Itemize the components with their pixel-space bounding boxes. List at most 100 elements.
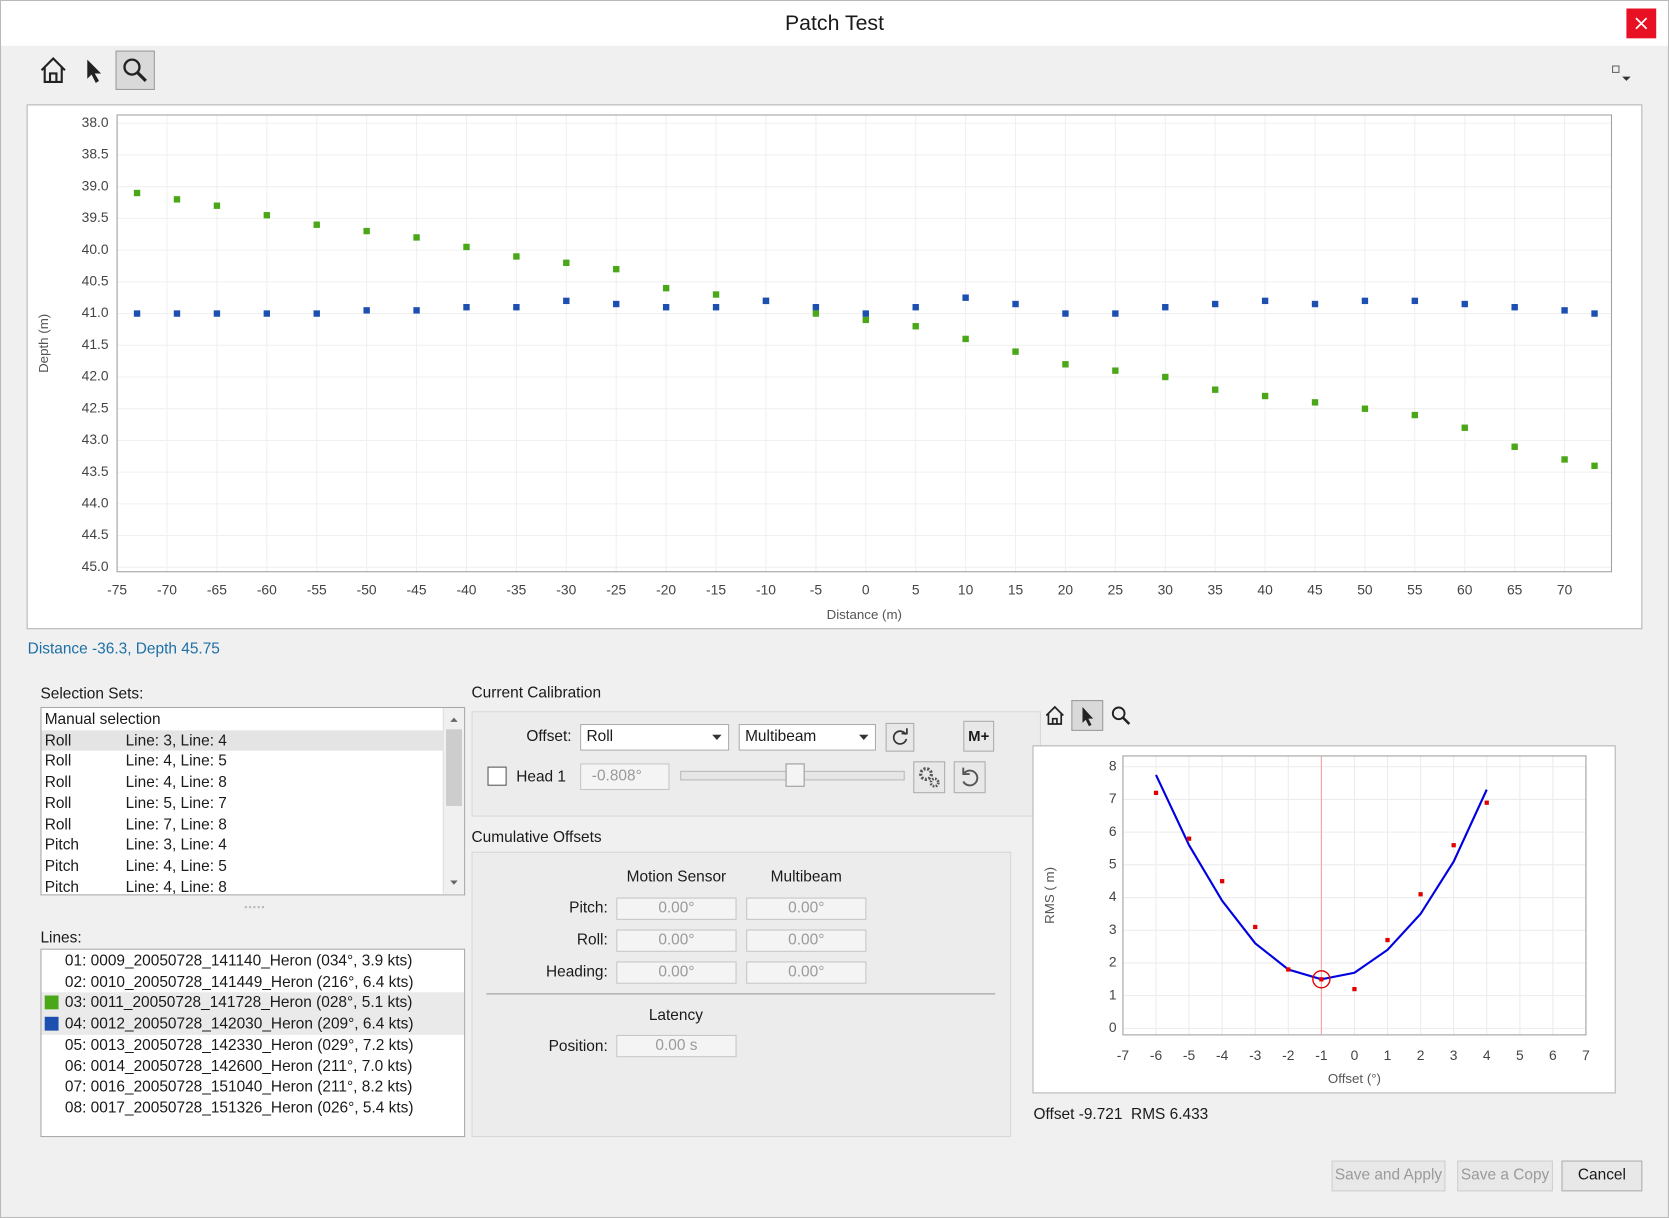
rms-home-button[interactable]	[1045, 705, 1064, 725]
x-tick-label: 20	[1058, 582, 1074, 598]
line-row[interactable]: 06: 0014_20050728_142600_Heron (211°, 7.…	[42, 1056, 465, 1077]
selection-type: Roll	[44, 816, 72, 834]
sensor-combo[interactable]: Multibeam	[738, 723, 877, 751]
x-tick-label: -5	[810, 582, 823, 598]
y-tick-label: 0	[1109, 1019, 1117, 1035]
data-point	[1591, 310, 1598, 317]
line-row[interactable]: 08: 0017_20050728_151326_Heron (026°, 5.…	[42, 1098, 465, 1119]
head-checkbox[interactable]	[487, 766, 507, 786]
selection-row[interactable]: Roll Line: 7, Line: 8	[42, 814, 444, 835]
rms-pointer-icon	[1082, 706, 1094, 727]
data-point	[1062, 310, 1069, 317]
y-tick-label: 42.0	[82, 368, 109, 384]
data-point	[1461, 424, 1468, 431]
y-tick-label: 3	[1109, 921, 1117, 937]
data-point	[1451, 843, 1456, 848]
line-row[interactable]: 05: 0013_20050728_142330_Heron (029°, 7.…	[42, 1035, 465, 1056]
pointer-button[interactable]	[87, 59, 102, 84]
x-tick-label: -40	[456, 582, 476, 598]
x-tick-label: -70	[157, 582, 177, 598]
rms-toolbar	[1045, 700, 1131, 731]
x-tick-label: -30	[556, 582, 576, 598]
y-tick-label: 7	[1109, 790, 1117, 806]
x-tick-label: -15	[706, 582, 726, 598]
data-point	[1411, 297, 1419, 305]
line-row[interactable]: 04: 0012_20050728_142030_Heron (209°, 6.…	[41, 1013, 465, 1035]
data-point	[313, 221, 320, 228]
save-copy-button[interactable]: Save a Copy	[1457, 1160, 1553, 1192]
x-tick-label: 0	[1351, 1047, 1359, 1063]
x-tick-label: 7	[1582, 1047, 1590, 1063]
data-point	[762, 297, 770, 305]
data-point	[413, 234, 420, 241]
home-button[interactable]	[40, 57, 66, 84]
data-point	[962, 335, 969, 343]
data-point	[862, 316, 869, 324]
offset-field: 0.00°	[746, 961, 867, 984]
line-row[interactable]: 03: 0011_20050728_141728_Heron (028°, 5.…	[41, 992, 465, 1014]
selection-row[interactable]: Roll Line: 4, Line: 8	[42, 772, 444, 793]
line-row[interactable]: 07: 0016_20050728_151040_Heron (211°, 8.…	[42, 1077, 465, 1098]
rms-status: Offset -9.721 RMS 6.433	[1033, 1106, 1209, 1124]
data-point	[463, 243, 470, 251]
x-tick-label: 60	[1457, 582, 1473, 598]
selection-row[interactable]: Manual selection	[42, 709, 444, 730]
settings-button[interactable]	[913, 761, 946, 794]
x-tick-label: -3	[1249, 1047, 1262, 1063]
offset-type-combo[interactable]: Roll	[580, 723, 730, 751]
toolbar-menu[interactable]	[1607, 64, 1639, 90]
offset-field: 0.00°	[746, 929, 867, 952]
y-tick-label: 39.0	[82, 177, 109, 193]
data-point	[1261, 392, 1269, 400]
x-tick-label: 15	[1008, 582, 1024, 598]
selection-row[interactable]: Pitch Line: 4, Line: 8	[42, 877, 444, 894]
scrollbar[interactable]	[442, 708, 465, 895]
cancel-button[interactable]: Cancel	[1561, 1160, 1643, 1192]
x-tick-label: 70	[1557, 582, 1573, 598]
rms-zoom-button[interactable]	[1111, 706, 1131, 725]
selection-type: Manual selection	[44, 711, 161, 729]
y-tick-label: 1	[1109, 986, 1117, 1002]
reset-button[interactable]	[953, 761, 986, 794]
x-tick-label: 0	[862, 582, 870, 598]
mplus-button[interactable]: M+	[963, 720, 995, 752]
data-point	[1012, 348, 1019, 355]
position-field: 0.00 s	[616, 1034, 737, 1058]
y-tick-label: 43.0	[82, 431, 109, 447]
line-row[interactable]: 01: 0009_20050728_141140_Heron (034°, 3.…	[42, 951, 465, 972]
x-tick-label: -5	[1183, 1047, 1196, 1063]
selection-row[interactable]: Pitch Line: 3, Line: 4	[42, 835, 444, 856]
data-point	[1162, 304, 1169, 311]
data-point	[613, 300, 620, 308]
data-point	[1461, 300, 1468, 308]
data-point	[1112, 310, 1119, 317]
selection-lines: Line: 4, Line: 8	[125, 774, 227, 792]
rms-pointer-button[interactable]	[1071, 700, 1104, 731]
selection-sets-list[interactable]: Manual selection Roll Line: 3, Line: 4 Roll…	[40, 706, 466, 896]
y-tick-label: 38.0	[82, 114, 109, 130]
x-tick-label: 3	[1450, 1047, 1458, 1063]
selection-row[interactable]: Pitch Line: 4, Line: 5	[42, 856, 444, 877]
data-point	[812, 304, 820, 311]
x-tick-label: 40	[1257, 582, 1273, 598]
data-point	[263, 212, 271, 219]
lines-list[interactable]: 01: 0009_20050728_141140_Heron (034°, 3.…	[40, 948, 466, 1138]
refresh-button[interactable]	[885, 722, 915, 752]
splitter[interactable]	[244, 906, 264, 911]
zoom-button[interactable]	[115, 50, 155, 90]
position-label: Position:	[548, 1038, 608, 1056]
line-row[interactable]: 02: 0010_20050728_141449_Heron (216°, 6.…	[42, 972, 465, 993]
close-button[interactable]	[1626, 8, 1657, 39]
cumulative-group	[471, 851, 1012, 1138]
save-apply-button[interactable]: Save and Apply	[1331, 1160, 1446, 1192]
selected-point	[1312, 970, 1331, 989]
combo-arrow	[858, 734, 869, 740]
selection-row[interactable]: Roll Line: 3, Line: 4	[41, 730, 444, 752]
plot-frame	[116, 114, 1613, 573]
y-axis-title: Depth (m)	[36, 314, 51, 373]
slider-handle[interactable]	[785, 763, 805, 787]
selection-row[interactable]: Roll Line: 5, Line: 7	[42, 793, 444, 814]
data-point	[1511, 304, 1518, 311]
selection-row[interactable]: Roll Line: 4, Line: 5	[42, 751, 444, 772]
